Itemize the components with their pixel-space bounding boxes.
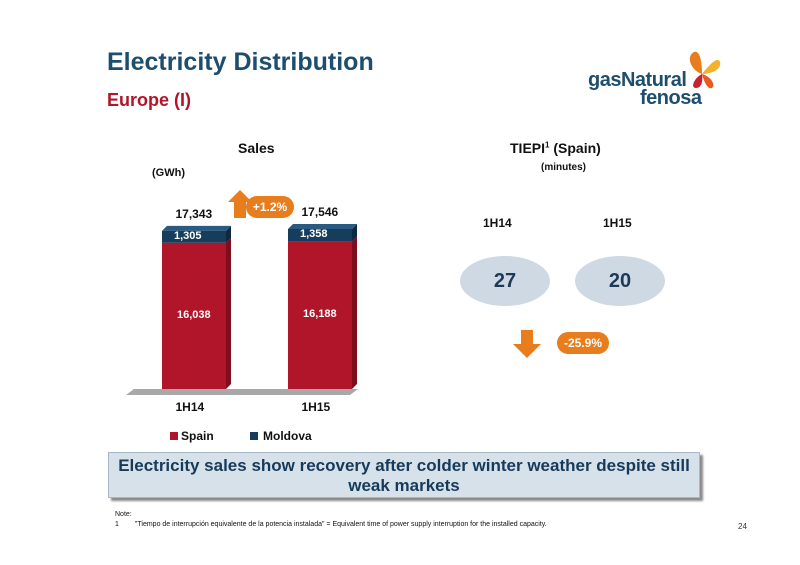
logo-text-line2: fenosa [640, 87, 702, 109]
moldova-bar [162, 230, 226, 243]
tiepi-value-1h15: 20 [575, 256, 665, 306]
moldova-bar-top [162, 225, 231, 231]
moldova-bar-side [226, 225, 231, 243]
tiepi-value-1h14: 27 [460, 256, 550, 306]
spain-bar [162, 242, 226, 389]
chart-floor [126, 389, 358, 395]
footnote-text: "Tiempo de interrupción equivalente de l… [134, 521, 547, 528]
x-tick-label: 1H14 [175, 400, 205, 414]
spain-bar [288, 241, 352, 389]
spain-bar-side [226, 237, 231, 389]
moldova-value-label: 1,358 [300, 228, 328, 241]
footnote-line: 1 "Tiempo de interrupción equivalente de … [115, 520, 547, 530]
butterfly-icon [689, 51, 721, 89]
sales-header: Sales [238, 140, 275, 156]
page-title: Electricity Distribution [107, 48, 374, 76]
sales-growth-badge: +1.2% [246, 196, 294, 218]
tiepi-header-main: TIEPI [510, 140, 546, 156]
spain-bar-side [352, 236, 357, 389]
page-number: 24 [738, 522, 747, 531]
growth-arrow-icon [228, 190, 252, 218]
down-arrow-icon [513, 330, 541, 358]
moldova-bar-side [352, 224, 357, 242]
footnote-number: 1 [115, 521, 119, 528]
footnote: Note: 1 "Tiempo de interrupción equivalen… [115, 510, 547, 530]
tiepi-footnote-marker: 1 [545, 140, 550, 150]
tiepi-period-label: 1H15 [603, 216, 632, 230]
spain-value-label: 16,038 [177, 308, 211, 321]
sales-unit: (GWh) [152, 167, 185, 179]
footnote-title: Note: [115, 511, 132, 518]
legend-label-spain: Spain [181, 429, 214, 443]
legend-swatch-moldova [250, 432, 258, 440]
moldova-bar-top [288, 224, 357, 229]
tiepi-unit: (minutes) [541, 162, 586, 173]
tiepi-header: TIEPI1 (Spain) [510, 140, 601, 156]
tiepi-period-label: 1H14 [483, 216, 512, 230]
moldova-bar [288, 229, 352, 242]
moldova-value-label: 1,305 [174, 229, 202, 242]
legend-swatch-spain [170, 432, 178, 440]
legend-label-moldova: Moldova [263, 429, 312, 443]
x-tick-label: 1H15 [301, 400, 331, 414]
key-message-banner: Electricity sales show recovery after co… [108, 452, 700, 498]
tiepi-change-badge: -25.9% [557, 332, 609, 354]
spain-value-label: 16,188 [303, 308, 337, 321]
bar-total-label: 17,546 [301, 205, 339, 219]
sales-bar-chart [126, 190, 358, 395]
bar-total-label: 17,343 [175, 206, 213, 221]
page-subtitle: Europe (I) [107, 90, 191, 110]
company-logo: gasNatural fenosa [586, 48, 726, 109]
logo-text-line1: gasNatural [588, 69, 687, 91]
tiepi-header-rest: (Spain) [549, 140, 601, 156]
